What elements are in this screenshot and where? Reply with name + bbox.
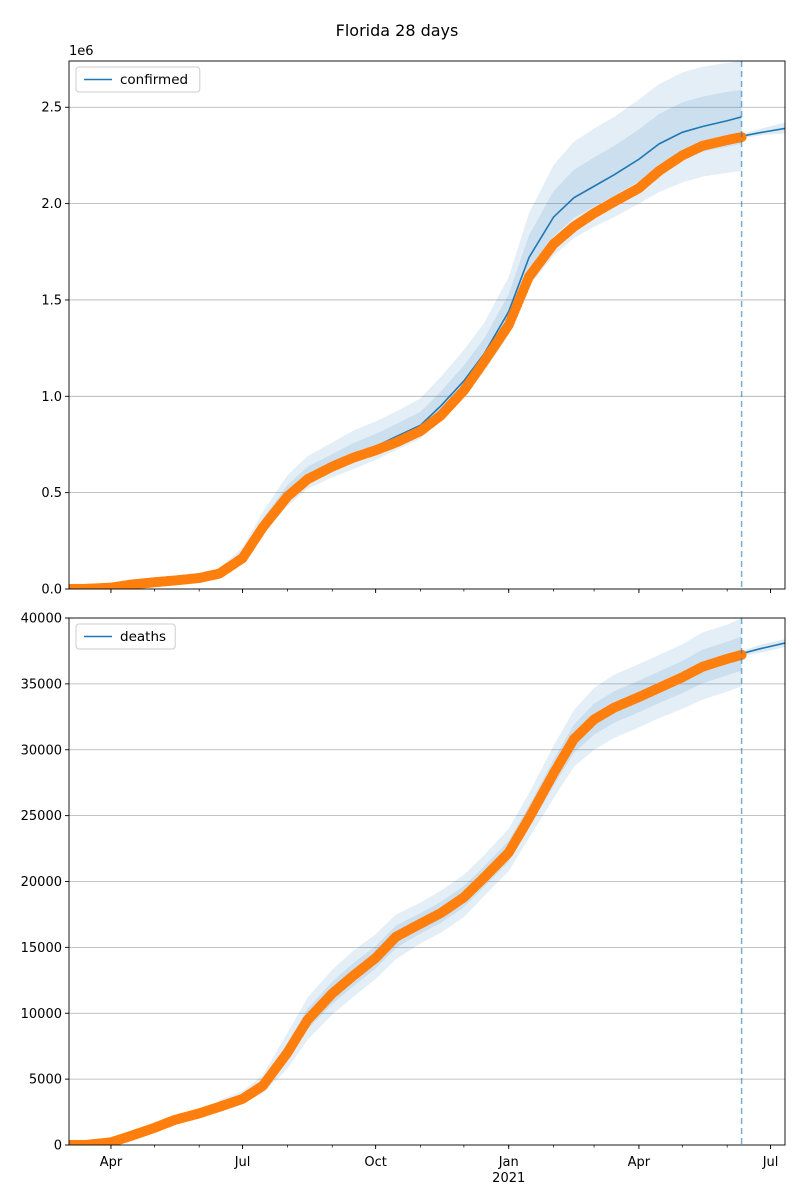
confirmed-panel: 0.0 0.5 1.0 1.5 2.0 2.5 1e6 confirmed [41, 44, 786, 598]
y-tick-label: 30000 [21, 743, 62, 758]
uncertainty-band-1 [219, 618, 742, 1110]
x-tick-label: Jul [234, 1155, 251, 1170]
x-tick-label: Jan [498, 1155, 519, 1170]
chart-title: Florida 28 days [336, 21, 459, 40]
legend: confirmed [75, 66, 201, 93]
y-tick-label: 1.5 [41, 293, 62, 308]
y-tick-label: 2.5 [41, 101, 62, 116]
x-tick-label: Oct [364, 1155, 386, 1170]
x-year-label: 2021 [492, 1171, 525, 1186]
uncertainty-band-2 [219, 89, 742, 573]
y-tick-label: 0 [54, 1139, 62, 1154]
y-tick-label: 25000 [21, 809, 62, 824]
y-tick-label: 20000 [21, 875, 62, 890]
y-tick-label: 0.0 [41, 583, 62, 598]
legend-box [75, 66, 201, 93]
x-tick-label: Apr [100, 1155, 123, 1170]
observed-point [736, 649, 747, 660]
y-tick-label: 10000 [21, 1007, 62, 1022]
y-offset-label: 1e6 [69, 44, 94, 59]
plot-area [69, 618, 785, 1145]
observed-point [736, 132, 747, 143]
uncertainty-band-1 [219, 61, 742, 574]
y-tick-label: 2.0 [41, 197, 62, 212]
y-tick-label: 35000 [21, 677, 62, 692]
y-tick-label: 0.5 [41, 486, 62, 501]
observed-series [69, 649, 747, 1145]
legend-box [75, 623, 176, 650]
deaths-panel: 0 5000 10000 15000 20000 25000 30000 35000 40000… [21, 612, 786, 1186]
legend-label: deaths [120, 629, 166, 645]
observed-series [69, 132, 747, 589]
y-tick-label: 5000 [29, 1073, 62, 1088]
y-tick-label: 15000 [21, 941, 62, 956]
legend: deaths [75, 623, 176, 650]
plot-frame [68, 60, 786, 590]
y-tick-label: 1.0 [41, 390, 62, 405]
uncertainty-band-2 [219, 636, 742, 1108]
plot-area [69, 61, 785, 589]
y-tick-label: 40000 [21, 612, 62, 627]
forecast-line [741, 642, 785, 655]
forecast-line [741, 127, 785, 137]
x-tick-label: Jul [762, 1155, 779, 1170]
legend-label: confirmed [120, 72, 188, 88]
x-tick-label: Apr [628, 1155, 651, 1170]
